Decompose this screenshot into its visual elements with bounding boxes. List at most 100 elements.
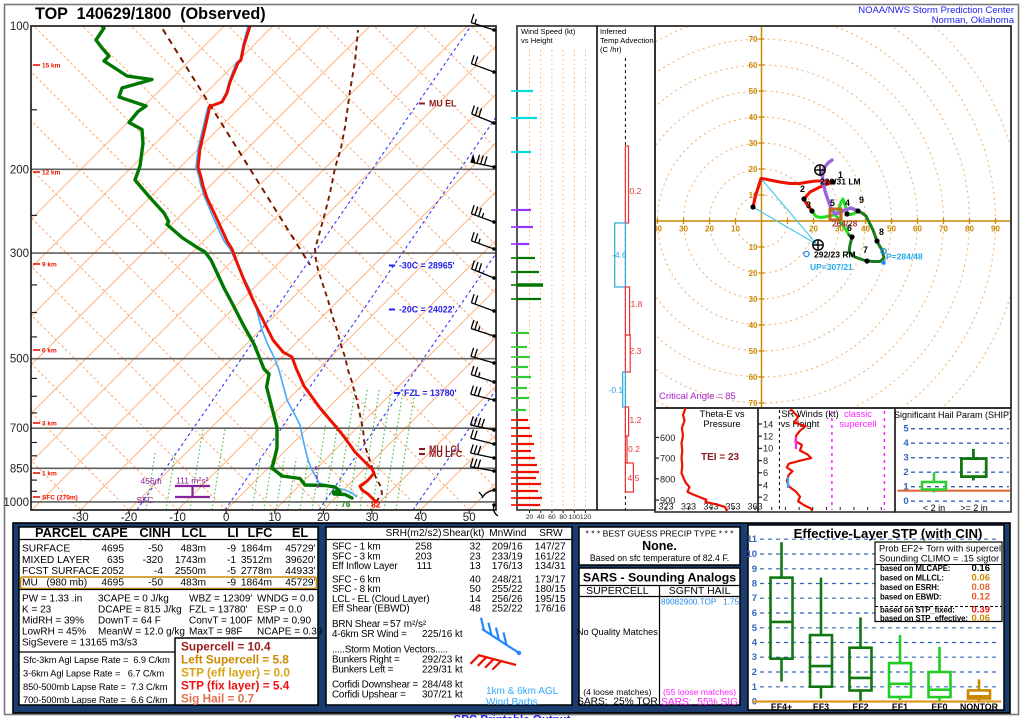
svg-text:120: 120 — [580, 514, 592, 521]
svg-text:225/16 kt: 225/16 kt — [422, 629, 463, 640]
svg-text:SFC - 1 km: SFC - 1 km — [332, 542, 380, 553]
svg-text:Sig Hail = 0.7: Sig Hail = 0.7 — [181, 692, 255, 706]
svg-text:MU (980 mb): MU (980 mb) — [22, 577, 87, 588]
svg-text:4-6km SR Wind =: 4-6km SR Wind = — [332, 629, 407, 640]
svg-text:200: 200 — [10, 164, 29, 176]
svg-text:23: 23 — [469, 551, 481, 562]
svg-text:LFC: LFC — [248, 525, 273, 540]
svg-text:SFC - 3 km: SFC - 3 km — [332, 551, 380, 562]
svg-text:800: 800 — [660, 474, 675, 484]
svg-text:3CAPE = 0 J/kg: 3CAPE = 0 J/kg — [98, 594, 169, 605]
svg-text:CAPE: CAPE — [92, 525, 128, 540]
svg-text:4: 4 — [903, 438, 909, 449]
svg-text:SARS: 25% TOR: SARS: 25% TOR — [577, 697, 658, 708]
svg-text:-0.1: -0.1 — [609, 385, 624, 395]
svg-text:6: 6 — [847, 223, 852, 233]
svg-text:None.: None. — [642, 539, 677, 553]
svg-text:700: 700 — [10, 423, 29, 435]
svg-text:Inferred: Inferred — [600, 27, 626, 36]
svg-text:900: 900 — [660, 496, 675, 506]
svg-text:>= 2 in: >= 2 in — [960, 503, 988, 513]
svg-text:7: 7 — [752, 593, 757, 604]
svg-text:MMP = 0.90: MMP = 0.90 — [257, 616, 311, 627]
svg-text:30: 30 — [679, 225, 688, 234]
svg-text:-20: -20 — [121, 512, 138, 524]
svg-text:4: 4 — [763, 480, 768, 490]
svg-text:20: 20 — [705, 225, 714, 234]
svg-text:MaxT = 98F: MaxT = 98F — [189, 627, 242, 638]
svg-text:MU LCL: MU LCL — [429, 444, 463, 454]
svg-text:SPC Printable Output: SPC Printable Output — [454, 715, 571, 719]
svg-text:45729': 45729' — [285, 577, 315, 588]
svg-text:EF1: EF1 — [892, 702, 908, 712]
svg-text:20: 20 — [749, 165, 758, 174]
svg-text:0.2: 0.2 — [630, 186, 642, 196]
svg-text:LI: LI — [227, 525, 238, 540]
svg-text:Bunkers Right =: Bunkers Right = — [332, 654, 400, 665]
svg-text:STP (fix layer) = 5.4: STP (fix layer) = 5.4 — [181, 679, 290, 693]
svg-text:based on STP_effective:: based on STP_effective: — [880, 614, 968, 623]
svg-text:Eff Inflow Layer: Eff Inflow Layer — [332, 561, 398, 572]
svg-text:.....Storm Motion Vectors.....: .....Storm Motion Vectors..... — [332, 645, 448, 656]
svg-text:SR Winds (kt): SR Winds (kt) — [781, 409, 838, 419]
svg-text:DCAPE = 815 J/kg: DCAPE = 815 J/kg — [98, 605, 182, 616]
svg-text:456m: 456m — [141, 476, 162, 486]
svg-text:100: 100 — [569, 514, 581, 521]
svg-text:based on STP_fixed:: based on STP_fixed: — [880, 606, 955, 615]
svg-text:DownT = 64 F: DownT = 64 F — [98, 616, 161, 627]
svg-text:20: 20 — [809, 225, 818, 234]
svg-text:1: 1 — [903, 482, 909, 493]
svg-text:176/13: 176/13 — [492, 561, 523, 572]
svg-text:LCL: LCL — [182, 525, 207, 540]
svg-text:111: 111 — [417, 561, 433, 572]
svg-text:based on MLLCL:: based on MLLCL: — [880, 574, 944, 583]
svg-text:TEI = 23: TEI = 23 — [701, 452, 740, 463]
svg-text:LowRH = 45%: LowRH = 45% — [22, 627, 86, 638]
svg-text:STP (eff layer) = 0.0: STP (eff layer) = 0.0 — [181, 666, 290, 680]
svg-text:FZL = 13780': FZL = 13780' — [404, 388, 457, 398]
svg-text:SARS: 55% SIG: SARS: 55% SIG — [661, 697, 738, 708]
svg-text:0.06: 0.06 — [972, 613, 991, 624]
svg-text:258: 258 — [415, 542, 432, 553]
svg-text:1000: 1000 — [3, 497, 29, 509]
svg-text:SARS - Sounding Analogs: SARS - Sounding Analogs — [583, 571, 736, 585]
svg-text:MU LFC: MU LFC — [429, 449, 463, 459]
svg-text:EL: EL — [292, 525, 309, 540]
svg-text:-4.6: -4.6 — [612, 250, 627, 260]
svg-text:-4: -4 — [154, 566, 163, 577]
svg-text:13: 13 — [469, 561, 481, 572]
svg-text:32: 32 — [469, 542, 481, 553]
svg-text:LCL - EL (Cloud Layer): LCL - EL (Cloud Layer) — [332, 594, 430, 605]
svg-text:292/23 RM: 292/23 RM — [814, 250, 856, 260]
svg-text:600: 600 — [660, 433, 675, 443]
svg-text:195/15: 195/15 — [535, 594, 566, 605]
svg-text:0.06: 0.06 — [972, 573, 991, 584]
svg-text:233/19: 233/19 — [492, 551, 523, 562]
svg-text:353: 353 — [725, 502, 740, 512]
svg-text:2: 2 — [800, 184, 805, 194]
svg-text:12 km: 12 km — [42, 170, 61, 177]
svg-text:0.16: 0.16 — [972, 563, 991, 574]
svg-text:5: 5 — [752, 623, 758, 634]
svg-text:SRW: SRW — [539, 528, 563, 539]
svg-text:8: 8 — [879, 227, 884, 237]
svg-text:-10: -10 — [169, 512, 186, 524]
svg-text:100: 100 — [10, 21, 29, 33]
svg-text:220/31 LM: 220/31 LM — [820, 177, 861, 187]
svg-text:44933': 44933' — [285, 566, 315, 577]
svg-text:6: 6 — [752, 608, 757, 619]
svg-text:1: 1 — [752, 682, 758, 693]
svg-text:SUPERCELL: SUPERCELL — [586, 585, 649, 597]
svg-text:BRN Shear =: BRN Shear = — [332, 619, 389, 630]
svg-text:Eff Shear (EBWD): Eff Shear (EBWD) — [332, 603, 410, 614]
svg-text:307/21 kt: 307/21 kt — [422, 689, 463, 700]
svg-text:1km & 6km AGL: 1km & 6km AGL — [486, 686, 559, 697]
svg-text:700-500mb Lapse Rate = 6.6 C/: 700-500mb Lapse Rate = 6.6 C/km — [23, 695, 168, 705]
svg-text:12: 12 — [763, 432, 773, 442]
svg-text:< 2 in: < 2 in — [923, 503, 945, 513]
svg-text:EF2: EF2 — [852, 702, 868, 712]
svg-text:40: 40 — [749, 321, 758, 330]
svg-text:SigSevere = 13165 m3/s3: SigSevere = 13165 m3/s3 — [22, 638, 138, 649]
svg-text:Wind Barbs: Wind Barbs — [486, 697, 538, 708]
svg-text:180/15: 180/15 — [535, 584, 566, 595]
